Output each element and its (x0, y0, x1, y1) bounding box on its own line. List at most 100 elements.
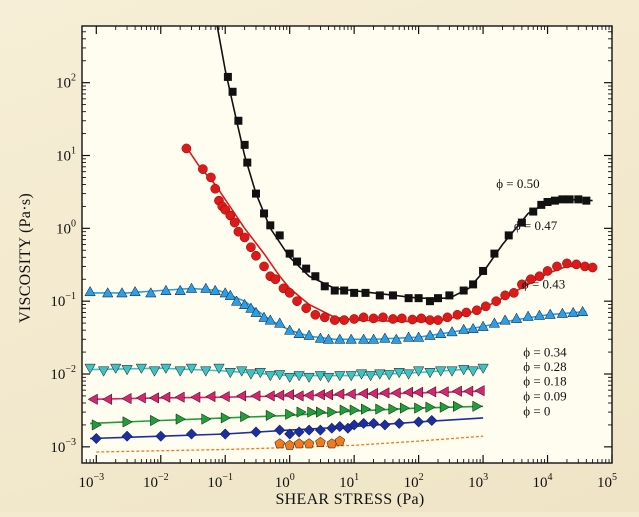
data-point (198, 164, 208, 174)
data-point (407, 314, 418, 325)
data-point (160, 363, 172, 374)
data-point (327, 406, 338, 418)
data-point (251, 189, 260, 198)
data-point (562, 258, 572, 269)
series-label: ϕ = 0.47 (514, 218, 558, 233)
data-point (155, 430, 167, 442)
data-point (314, 332, 327, 343)
data-point (435, 327, 447, 338)
y-tick-base: 10 (56, 149, 71, 165)
data-point (472, 400, 483, 412)
data-point (250, 426, 262, 438)
data-point (293, 371, 305, 382)
x-tick-exponent: 0 (290, 472, 295, 483)
x-tick-exponent: −3 (93, 472, 104, 483)
data-point (397, 313, 407, 324)
data-point (175, 413, 186, 425)
data-point (275, 231, 284, 240)
data-point (250, 306, 262, 317)
data-point (234, 116, 243, 125)
data-point (488, 317, 501, 328)
data-point (292, 296, 302, 307)
data-point (379, 419, 391, 431)
fit-curve (216, 26, 593, 299)
data-point (349, 404, 360, 416)
data-point (293, 438, 305, 449)
y-tick-base: 10 (56, 221, 71, 237)
x-tick-exponent: 3 (483, 472, 488, 483)
data-point (260, 209, 269, 218)
data-point (339, 404, 350, 416)
data-point (174, 366, 186, 377)
data-point (576, 305, 589, 316)
data-point (367, 333, 380, 344)
data-point (414, 294, 423, 303)
series-label: ϕ = 0.50 (496, 176, 539, 191)
data-point (315, 436, 326, 447)
data-point (358, 417, 370, 429)
data-point (236, 366, 248, 377)
data-point (251, 250, 261, 261)
data-point (491, 296, 502, 307)
data-point (322, 372, 335, 384)
data-point (91, 419, 103, 431)
data-point (334, 388, 345, 400)
data-point (239, 232, 250, 243)
x-tick-label: 101 (339, 472, 359, 491)
data-point (587, 262, 598, 273)
data-point (334, 333, 346, 344)
data-point (307, 406, 318, 418)
x-axis-label: SHEAR STRESS (Pa) (275, 491, 424, 508)
data-point (517, 279, 527, 290)
data-point (302, 264, 311, 273)
x-tick-label: 102 (404, 472, 424, 491)
data-point (348, 419, 360, 431)
y-tick-exponent: 2 (71, 73, 76, 84)
data-point (228, 87, 237, 96)
data-point (233, 226, 244, 237)
data-point (556, 307, 569, 318)
y-tick-label: 100 (56, 218, 76, 237)
data-point (90, 432, 102, 445)
data-point (201, 413, 212, 425)
data-point (379, 332, 391, 343)
data-point (303, 438, 315, 449)
data-point (388, 314, 398, 324)
data-point (264, 314, 276, 325)
x-tick-base: 10 (78, 475, 93, 491)
x-tick-exponent: 4 (548, 472, 553, 483)
data-point (425, 297, 434, 306)
data-point (293, 257, 302, 266)
data-point (121, 392, 132, 405)
data-point (223, 72, 232, 81)
data-point (474, 385, 485, 397)
data-point (224, 368, 236, 379)
data-point (469, 280, 478, 289)
data-point (582, 196, 591, 205)
data-point (361, 403, 372, 415)
data-point (388, 403, 399, 415)
data-point (97, 366, 110, 377)
data-point (84, 285, 96, 297)
data-point (284, 288, 295, 298)
data-point (364, 371, 377, 382)
data-point (303, 372, 315, 384)
data-point (435, 366, 447, 377)
data-point (219, 428, 231, 440)
data-point (264, 390, 275, 402)
x-tick-base: 10 (275, 475, 290, 491)
series-label: ϕ = 0.28 (523, 359, 566, 374)
data-point (402, 386, 414, 398)
data-point (499, 314, 511, 325)
data-point (200, 282, 212, 293)
data-point (284, 428, 296, 440)
data-point (314, 371, 327, 382)
data-point (522, 310, 534, 321)
data-point (245, 302, 257, 313)
data-point (467, 366, 479, 377)
data-point (467, 322, 479, 334)
data-point (224, 289, 236, 300)
data-point (463, 385, 474, 397)
data-point (259, 261, 269, 272)
